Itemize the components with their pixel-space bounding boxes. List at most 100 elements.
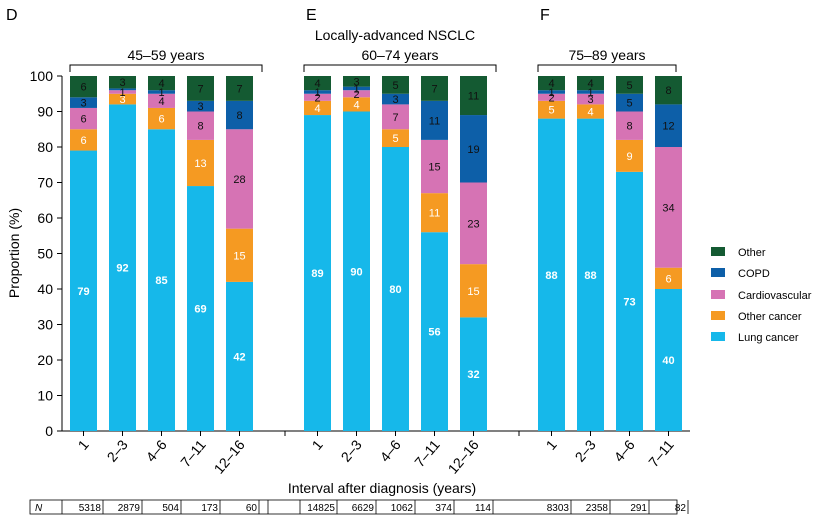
data-label: 90 xyxy=(350,266,362,278)
bar-segment-lung-cancer xyxy=(538,118,565,431)
data-label: 6 xyxy=(665,273,671,285)
data-label: 3 xyxy=(119,94,125,106)
bar-segment-other-cancer xyxy=(616,139,643,172)
legend: Other COPD Cardiovascular Other cancer Lung … xyxy=(711,247,812,344)
category-label: 2–3 xyxy=(572,436,599,464)
bar-segment-other xyxy=(655,76,682,105)
n-table-cell: 14825 xyxy=(307,503,335,514)
y-tick-label: 70 xyxy=(37,175,53,191)
bar-segment-lung-cancer xyxy=(421,232,448,431)
n-table-cell: 5318 xyxy=(79,503,102,514)
bar-segment-other xyxy=(109,76,136,89)
data-label: 15 xyxy=(467,286,479,298)
category-label: 2–3 xyxy=(104,436,131,464)
n-table-cell: 8303 xyxy=(547,503,570,514)
labels-layer: D45–59 years7966361923132–38564144–66913… xyxy=(6,7,677,477)
legend-label: Other xyxy=(738,247,766,259)
category-label: 12–16 xyxy=(445,436,482,476)
bar-segment-lung-cancer xyxy=(343,111,370,431)
data-label: 34 xyxy=(662,202,674,214)
bar-segment-cardiovascular xyxy=(616,111,643,140)
bar-segment-copd xyxy=(304,90,331,94)
data-label: 3 xyxy=(119,77,125,89)
data-label: 4 xyxy=(587,78,593,90)
n-table-cell: 2879 xyxy=(118,503,141,514)
data-label: 4 xyxy=(158,78,164,90)
y-tick-label: 50 xyxy=(37,246,53,262)
bar-segment-lung-cancer xyxy=(226,281,253,431)
bar-segment-other-cancer xyxy=(460,264,487,318)
category-label: 2–3 xyxy=(338,436,365,464)
bar-segment-other-cancer xyxy=(577,104,604,119)
panel-letter: F xyxy=(540,7,550,24)
legend-label: Cardiovascular xyxy=(738,290,812,302)
category-label: 4–6 xyxy=(143,436,170,464)
n-table: N 5318 2879 504 173 60 14825 6629 1062 374 114 8303… xyxy=(29,499,689,515)
category-label: 4–6 xyxy=(611,436,638,464)
data-label: 1 xyxy=(158,87,164,99)
data-label: 69 xyxy=(194,304,206,316)
data-label: 1 xyxy=(548,87,554,99)
data-label: 5 xyxy=(392,133,398,145)
data-label: 8 xyxy=(665,85,671,97)
data-label: 1 xyxy=(119,87,125,99)
legend-swatch xyxy=(711,332,725,341)
age-group-bracket xyxy=(303,64,497,72)
bar-segment-other xyxy=(148,76,175,91)
bar-segment-lung-cancer xyxy=(109,104,136,432)
n-table-header: N xyxy=(35,503,43,514)
bar-segment-cardiovascular xyxy=(304,93,331,101)
data-label: 28 xyxy=(233,174,245,186)
category-label: 1 xyxy=(309,436,326,452)
legend-swatch xyxy=(711,311,725,320)
bar-segment-cardiovascular xyxy=(109,90,136,94)
bar-segment-copd xyxy=(460,115,487,183)
data-label: 8 xyxy=(236,110,242,122)
legend-swatch xyxy=(711,268,725,277)
bar-segment-copd xyxy=(538,90,565,94)
axes-layer: 0 10 20 30 40 50 60 70 80 90 100 xyxy=(30,64,690,439)
legend-label: Lung cancer xyxy=(738,332,799,344)
y-tick-label: 40 xyxy=(37,281,53,297)
data-label: 6 xyxy=(80,135,86,147)
y-tick-label: 0 xyxy=(45,423,53,439)
n-table-cell: 504 xyxy=(162,503,179,514)
age-group-label: 75–89 years xyxy=(568,47,645,63)
data-label: 6 xyxy=(158,114,164,126)
data-label: 7 xyxy=(197,83,203,95)
y-axis-label: Proportion (%) xyxy=(6,208,22,298)
data-label: 85 xyxy=(155,275,167,287)
bar-segment-other xyxy=(187,76,214,101)
bar-segment-copd xyxy=(655,104,682,147)
bar-segment-other-cancer xyxy=(382,129,409,147)
bar-segment-other-cancer xyxy=(187,139,214,187)
bars-layer xyxy=(70,76,682,432)
bar-segment-cardiovascular xyxy=(577,93,604,105)
data-label: 4 xyxy=(314,78,320,90)
bar-segment-lung-cancer xyxy=(382,147,409,431)
bar-segment-other-cancer xyxy=(421,193,448,233)
bar-segment-other xyxy=(226,76,253,101)
panel-letter: D xyxy=(6,7,18,24)
bar-segment-other-cancer xyxy=(343,97,370,112)
bar-segment-lung-cancer xyxy=(616,171,643,431)
bar-segment-lung-cancer xyxy=(577,118,604,431)
data-label: 15 xyxy=(233,250,245,262)
n-table-cell: 114 xyxy=(475,503,491,514)
y-tick-label: 90 xyxy=(37,104,53,120)
y-tick-label: 10 xyxy=(37,388,53,404)
bar-segment-other xyxy=(70,76,97,98)
data-label: 56 xyxy=(428,327,440,339)
data-label: 80 xyxy=(389,284,401,296)
legend-label: COPD xyxy=(738,268,770,280)
category-label: 1 xyxy=(543,436,560,452)
category-label: 7–11 xyxy=(645,436,677,470)
category-label: 4–6 xyxy=(377,436,404,464)
data-label: 3 xyxy=(353,76,359,88)
data-label: 42 xyxy=(233,351,245,363)
data-label: 89 xyxy=(311,268,323,280)
bar-segment-copd xyxy=(616,93,643,112)
bar-segment-lung-cancer xyxy=(148,129,175,431)
data-label: 40 xyxy=(662,355,674,367)
bar-segment-cardiovascular xyxy=(382,104,409,130)
